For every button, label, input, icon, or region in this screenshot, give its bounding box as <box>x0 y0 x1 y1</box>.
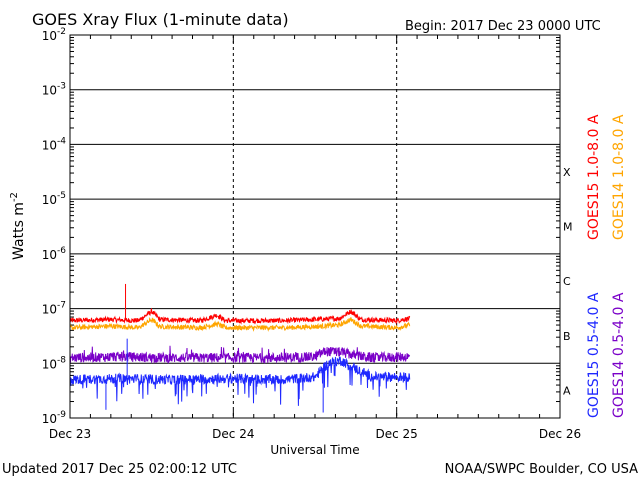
begin-label: Begin: 2017 Dec 23 0000 UTC <box>405 19 601 34</box>
y-tick-exp: -7 <box>57 301 66 311</box>
y-tick-label: 10-5 <box>42 191 66 207</box>
legend-goes15-long: GOES15 1.0-8.0 A <box>586 114 602 240</box>
series-line <box>69 317 411 332</box>
y-tick-label: 10-6 <box>42 246 67 262</box>
grid-layer <box>69 35 561 418</box>
y-tick-exp: -9 <box>57 410 66 420</box>
series-2 <box>69 345 411 365</box>
x-tick-label: Dec 24 <box>212 427 254 441</box>
y-axis-title-main: Watts m <box>11 202 27 260</box>
y-tick-label: 10-3 <box>42 82 66 98</box>
series-0 <box>69 283 411 325</box>
series-layer <box>69 283 411 413</box>
footer-credit: NOAA/SWPC Boulder, CO USA <box>445 462 638 477</box>
flare-class-label: A <box>563 385 571 398</box>
y-tick-exp: -4 <box>57 136 66 146</box>
y-tick-label: 10-8 <box>42 355 67 371</box>
legend-bottom: GOES15 0.5-4.0 A GOES14 0.5-4.0 A <box>586 292 627 418</box>
series-3 <box>69 338 411 413</box>
x-tick-labels: Dec 23 Dec 24 Dec 25 Dec 26 <box>49 427 581 441</box>
flare-class-labels: X M C B A <box>563 166 573 398</box>
y-tick-base: 10 <box>42 84 57 98</box>
x-tick-label: Dec 25 <box>376 427 418 441</box>
y-tick-exp: -2 <box>57 27 66 37</box>
y-tick-label: 10-4 <box>42 136 67 152</box>
y-tick-labels: 10-910-810-710-610-510-410-310-2 <box>42 27 67 426</box>
plot-frame <box>69 34 561 419</box>
series-line <box>69 307 411 325</box>
y-tick-exp: -3 <box>57 82 66 92</box>
y-tick-exp: -5 <box>57 191 66 201</box>
y-tick-base: 10 <box>42 357 57 371</box>
y-tick-base: 10 <box>42 412 57 426</box>
y-tick-base: 10 <box>42 303 57 317</box>
x-axis-title: Universal Time <box>270 443 359 457</box>
y-tick-base: 10 <box>42 193 57 207</box>
flare-class-label: M <box>563 221 573 234</box>
y-tick-label: 10-9 <box>42 410 67 426</box>
footer-updated: Updated 2017 Dec 25 02:00:12 UTC <box>2 462 237 477</box>
flare-class-label: C <box>563 275 571 288</box>
flare-class-label: B <box>563 330 571 343</box>
series-1 <box>69 317 411 332</box>
series-line <box>69 345 411 365</box>
chart-title: GOES Xray Flux (1-minute data) <box>32 10 289 29</box>
y-tick-base: 10 <box>42 248 57 262</box>
legend-goes15-short: GOES15 0.5-4.0 A <box>586 292 602 418</box>
y-axis-title-exp: -2 <box>9 192 20 202</box>
y-tick-label: 10-7 <box>42 301 66 317</box>
y-tick-base: 10 <box>42 138 57 152</box>
legend-goes14-short: GOES14 0.5-4.0 A <box>611 292 627 418</box>
y-tick-exp: -6 <box>57 246 66 256</box>
legend-goes14-long: GOES14 1.0-8.0 A <box>611 114 627 240</box>
legend-top: GOES15 1.0-8.0 A GOES14 1.0-8.0 A <box>586 114 627 240</box>
y-axis-title: Watts m-2 <box>9 192 27 260</box>
series-line <box>69 356 411 406</box>
x-tick-label: Dec 23 <box>49 427 91 441</box>
y-tick-base: 10 <box>42 29 57 43</box>
x-tick-label: Dec 26 <box>539 427 581 441</box>
y-tick-label: 10-2 <box>42 27 66 43</box>
flare-class-label: X <box>563 166 571 179</box>
y-tick-exp: -8 <box>57 355 66 365</box>
